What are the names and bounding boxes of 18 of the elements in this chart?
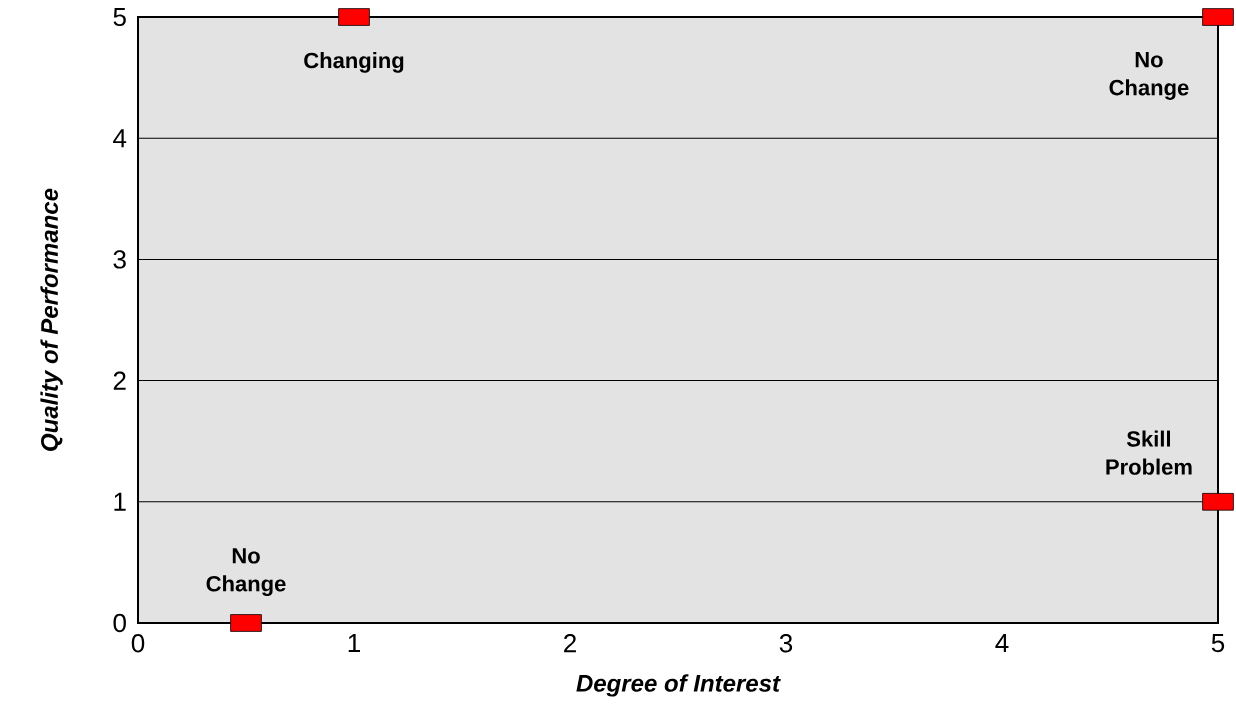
x-tick-label: 5 xyxy=(1211,634,1225,653)
y-tick-label: 0 xyxy=(113,613,126,633)
x-tick-label: 2 xyxy=(564,634,576,653)
x-axis-title: Degree of Interest xyxy=(576,674,781,697)
y-axis-title: Quality of Performance xyxy=(40,188,63,451)
x-tick-label: 3 xyxy=(779,634,793,653)
annotation: No Change xyxy=(206,548,286,596)
x-tick-label: 0 xyxy=(131,634,145,653)
x-tick-label: 1 xyxy=(348,634,360,652)
y-tick-label: 5 xyxy=(113,7,126,27)
y-tick-label: 2 xyxy=(113,371,126,390)
y-tick-label: 3 xyxy=(113,250,126,269)
x-tick-label: 4 xyxy=(995,634,1009,652)
annotation: Skill Problem xyxy=(1106,430,1192,475)
annotation: Changing xyxy=(304,52,404,73)
y-tick-label: 1 xyxy=(114,492,126,511)
annotation: No Change xyxy=(1109,52,1189,100)
y-tick-label: 4 xyxy=(113,129,127,148)
